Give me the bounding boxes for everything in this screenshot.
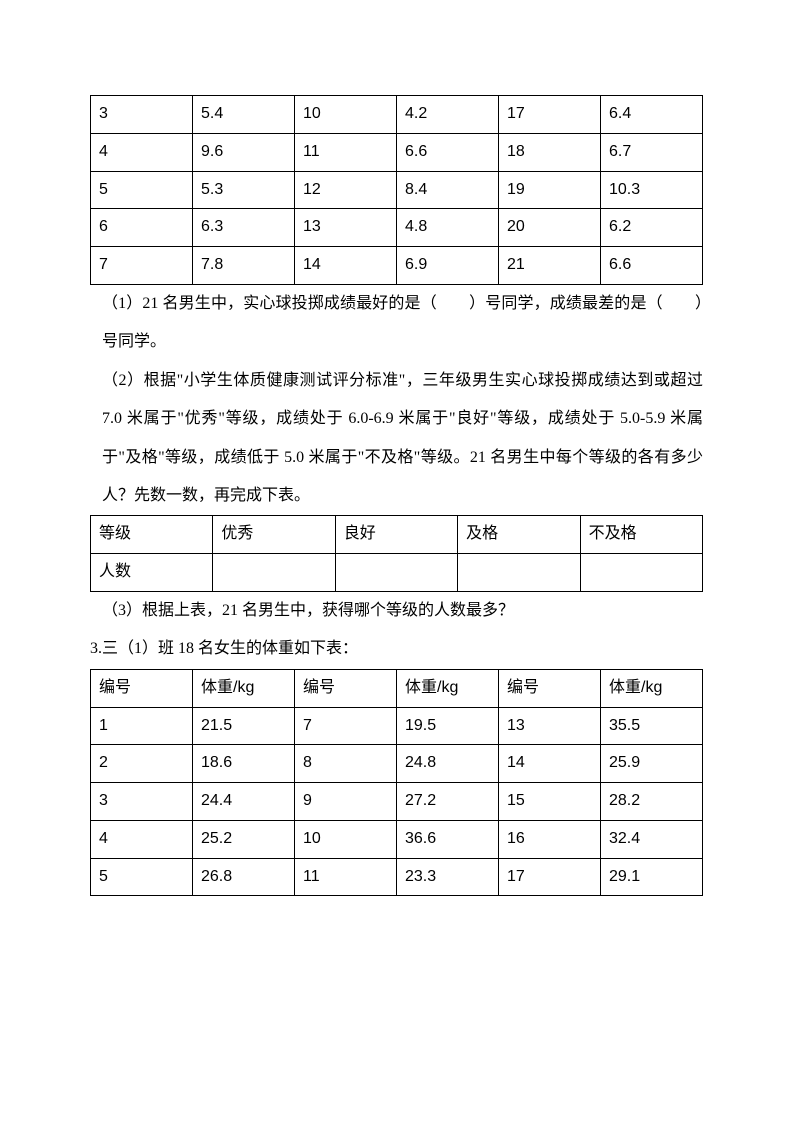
- table-cell: [335, 554, 457, 592]
- question-1: （1）21 名男生中，实心球投掷成绩最好的是（ ）号同学，成绩最差的是（ ）号同…: [90, 285, 703, 362]
- table-cell: 10: [295, 820, 397, 858]
- table-cell: 8: [295, 745, 397, 783]
- table-cell: 23.3: [397, 858, 499, 896]
- table-cell: 6.3: [193, 209, 295, 247]
- table-cell: 19: [499, 171, 601, 209]
- table-cell: 6.9: [397, 247, 499, 285]
- weight-table: 编号体重/kg编号体重/kg编号体重/kg121.5719.51335.5218…: [90, 669, 703, 897]
- table-cell: 7: [295, 707, 397, 745]
- table-cell: 15: [499, 783, 601, 821]
- table-cell: 6.4: [601, 96, 703, 134]
- table-cell: 16: [499, 820, 601, 858]
- table-cell: 27.2: [397, 783, 499, 821]
- table-cell: 4: [91, 133, 193, 171]
- table-cell: 6: [91, 209, 193, 247]
- table-cell: 17: [499, 96, 601, 134]
- table-cell: 优秀: [213, 516, 335, 554]
- table-header-cell: 体重/kg: [193, 669, 295, 707]
- table-cell: 24.4: [193, 783, 295, 821]
- table-cell: 13: [295, 209, 397, 247]
- table-cell: 17: [499, 858, 601, 896]
- table-cell: [458, 554, 580, 592]
- table-cell: 7.8: [193, 247, 295, 285]
- table-cell: 14: [295, 247, 397, 285]
- table-cell: 5.4: [193, 96, 295, 134]
- table-cell: 10.3: [601, 171, 703, 209]
- table-cell: 7: [91, 247, 193, 285]
- table-cell: 21: [499, 247, 601, 285]
- table-cell: 6.7: [601, 133, 703, 171]
- table-cell: 9.6: [193, 133, 295, 171]
- table-cell: 25.2: [193, 820, 295, 858]
- table-cell: 2: [91, 745, 193, 783]
- table-cell: 6.6: [601, 247, 703, 285]
- table-cell: 8.4: [397, 171, 499, 209]
- table-header-cell: 体重/kg: [397, 669, 499, 707]
- problem-3-intro: 3.三（1）班 18 名女生的体重如下表：: [90, 630, 703, 668]
- table-cell: 24.8: [397, 745, 499, 783]
- table-cell: 1: [91, 707, 193, 745]
- table-cell: 3: [91, 96, 193, 134]
- table-cell: 18.6: [193, 745, 295, 783]
- table-cell: 4: [91, 820, 193, 858]
- table-header-cell: 编号: [295, 669, 397, 707]
- table-cell: 4.2: [397, 96, 499, 134]
- table-cell: 10: [295, 96, 397, 134]
- table-cell: 4.8: [397, 209, 499, 247]
- table-cell: 及格: [458, 516, 580, 554]
- table-cell: 5: [91, 171, 193, 209]
- table-header-cell: 编号: [499, 669, 601, 707]
- table-cell: 18: [499, 133, 601, 171]
- table-cell: 5.3: [193, 171, 295, 209]
- table-cell: 32.4: [601, 820, 703, 858]
- table-cell: 20: [499, 209, 601, 247]
- table-cell: 14: [499, 745, 601, 783]
- table-cell: 29.1: [601, 858, 703, 896]
- table-cell: 12: [295, 171, 397, 209]
- table-cell: 6.6: [397, 133, 499, 171]
- table-cell: 11: [295, 133, 397, 171]
- question-2: （2）根据"小学生体质健康测试评分标准"，三年级男生实心球投掷成绩达到或超过 7…: [90, 362, 703, 516]
- table-cell: 28.2: [601, 783, 703, 821]
- table-cell: 9: [295, 783, 397, 821]
- table-cell: [213, 554, 335, 592]
- table-cell: 25.9: [601, 745, 703, 783]
- table-cell: 良好: [335, 516, 457, 554]
- table-cell: 不及格: [580, 516, 702, 554]
- table-cell: 21.5: [193, 707, 295, 745]
- grade-table: 等级优秀良好及格不及格 人数: [90, 515, 703, 592]
- table-cell: 人数: [91, 554, 213, 592]
- data-table-1: 35.4104.2176.449.6116.6186.755.3128.4191…: [90, 95, 703, 285]
- table-header-cell: 体重/kg: [601, 669, 703, 707]
- table-cell: 6.2: [601, 209, 703, 247]
- table-cell: 3: [91, 783, 193, 821]
- table-cell: 36.6: [397, 820, 499, 858]
- table-cell: 26.8: [193, 858, 295, 896]
- table-cell: 13: [499, 707, 601, 745]
- table-cell: 35.5: [601, 707, 703, 745]
- question-3: （3）根据上表，21 名男生中，获得哪个等级的人数最多？: [90, 592, 703, 630]
- table-cell: 5: [91, 858, 193, 896]
- table-cell: [580, 554, 702, 592]
- table-header-cell: 编号: [91, 669, 193, 707]
- table-cell: 等级: [91, 516, 213, 554]
- table-cell: 19.5: [397, 707, 499, 745]
- table-cell: 11: [295, 858, 397, 896]
